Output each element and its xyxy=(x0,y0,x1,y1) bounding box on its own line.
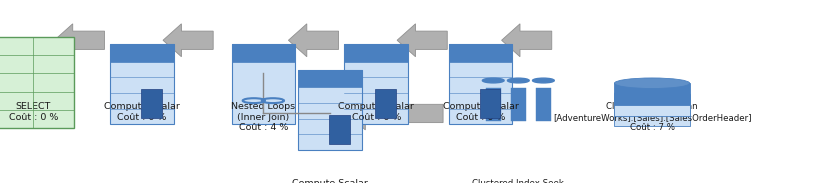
FancyBboxPatch shape xyxy=(511,88,526,121)
Circle shape xyxy=(533,78,554,83)
Text: SELECT
Coût : 0 %: SELECT Coût : 0 % xyxy=(8,102,59,122)
FancyBboxPatch shape xyxy=(449,44,512,62)
Polygon shape xyxy=(54,24,104,57)
Polygon shape xyxy=(347,97,443,130)
FancyBboxPatch shape xyxy=(614,94,690,116)
FancyBboxPatch shape xyxy=(329,115,350,144)
Ellipse shape xyxy=(614,89,690,99)
Ellipse shape xyxy=(614,99,690,110)
Text: Clustered Index Scan
[AdventureWorks].[Sales].[SalesOrderHeader]
Coût : 7 %: Clustered Index Scan [AdventureWorks].[S… xyxy=(553,102,752,132)
FancyBboxPatch shape xyxy=(614,83,690,105)
Text: Compute Scalar
Coût : 0 %: Compute Scalar Coût : 0 % xyxy=(339,102,414,122)
Text: Compute Scalar
Coût : 0 %: Compute Scalar Coût : 0 % xyxy=(443,102,518,122)
FancyBboxPatch shape xyxy=(232,44,295,62)
FancyBboxPatch shape xyxy=(486,88,501,121)
Polygon shape xyxy=(397,24,447,57)
Polygon shape xyxy=(502,24,552,57)
Polygon shape xyxy=(288,24,339,57)
FancyBboxPatch shape xyxy=(298,70,362,87)
Polygon shape xyxy=(163,24,213,57)
FancyBboxPatch shape xyxy=(536,88,551,121)
Text: Nested Loops
(Inner Join)
Coût : 4 %: Nested Loops (Inner Join) Coût : 4 % xyxy=(232,102,295,132)
FancyBboxPatch shape xyxy=(298,70,362,150)
Text: Clustered Index Seek
[AdventureWorks].[Sales].[SalesOrderDetail]
Coût : 88 %: Clustered Index Seek [AdventureWorks].[S… xyxy=(422,179,614,183)
FancyBboxPatch shape xyxy=(614,104,690,126)
Circle shape xyxy=(482,78,504,83)
FancyBboxPatch shape xyxy=(480,89,501,118)
Text: Compute Scalar
Coût : 0 %: Compute Scalar Coût : 0 % xyxy=(104,102,180,122)
FancyBboxPatch shape xyxy=(344,44,408,124)
FancyBboxPatch shape xyxy=(344,44,408,62)
Text: Compute Scalar
Coût : 0 %: Compute Scalar Coût : 0 % xyxy=(293,179,368,183)
FancyBboxPatch shape xyxy=(375,89,396,118)
FancyBboxPatch shape xyxy=(0,37,74,128)
FancyBboxPatch shape xyxy=(449,44,512,124)
FancyBboxPatch shape xyxy=(141,89,162,118)
Ellipse shape xyxy=(614,78,690,89)
FancyBboxPatch shape xyxy=(110,44,174,124)
FancyBboxPatch shape xyxy=(110,44,174,62)
FancyBboxPatch shape xyxy=(232,44,295,124)
Circle shape xyxy=(507,78,529,83)
